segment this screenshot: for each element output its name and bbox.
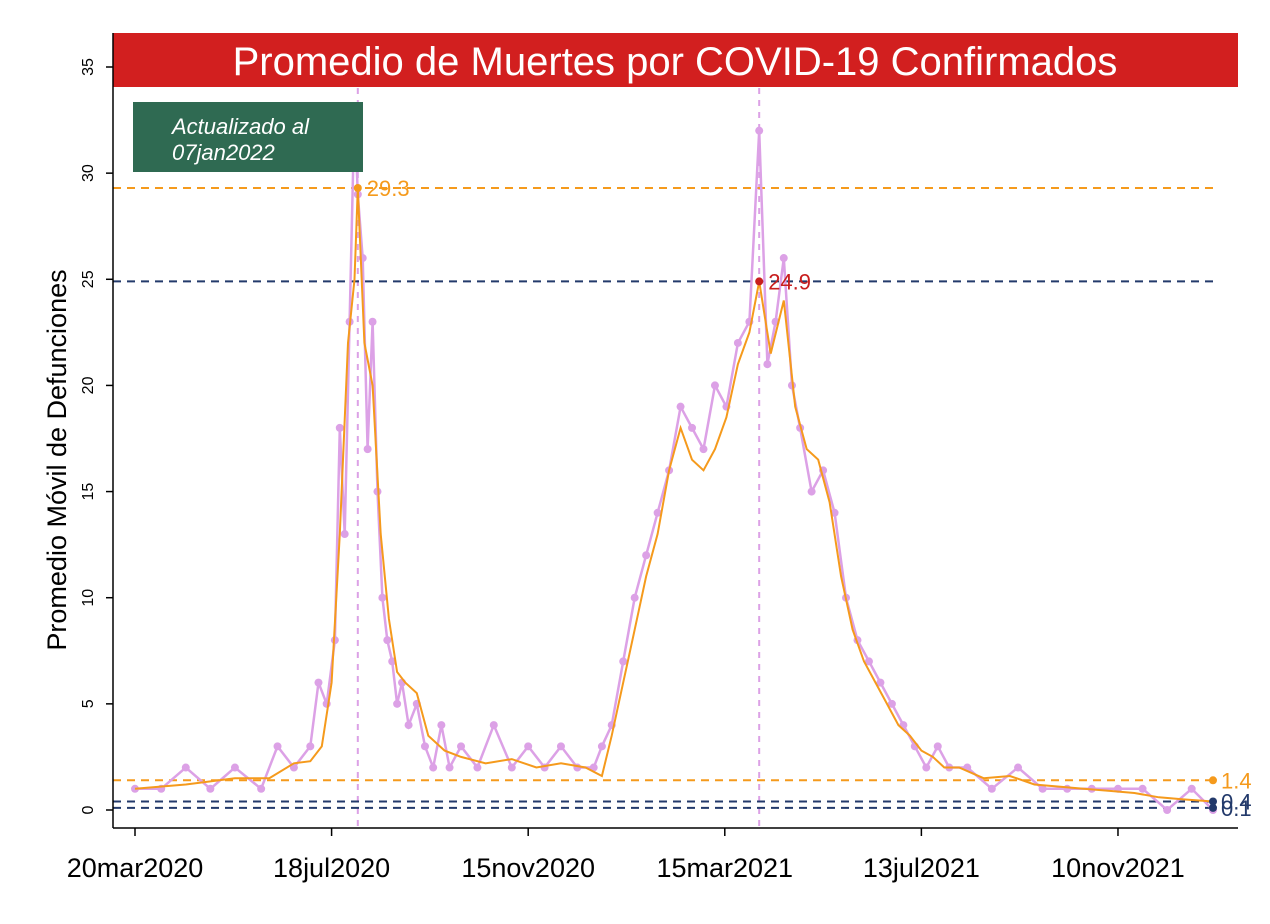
peak-label: 24.9 (768, 269, 811, 294)
y-tick-label: 20 (80, 376, 97, 394)
daily-deaths-point (206, 784, 215, 793)
daily-deaths-point (445, 763, 454, 772)
x-tick-label: 10nov2021 (1051, 853, 1185, 883)
daily-deaths-point (755, 126, 764, 135)
end-value-label: 1.4 (1221, 768, 1252, 793)
daily-deaths-point (1187, 784, 1196, 793)
daily-deaths-point (642, 551, 651, 560)
daily-deaths-point (699, 445, 708, 454)
axis-layer: 0 5 10 15 20 25 30 35 20mar2020 18jul2020 15nov202… (67, 33, 1238, 883)
x-tick-label: 18jul2020 (273, 853, 390, 883)
y-tick-label: 35 (80, 58, 97, 76)
daily-deaths-point (473, 763, 482, 772)
daily-deaths-point (363, 445, 372, 454)
update-note-line1: Actualizado al (170, 114, 310, 139)
title-bar (113, 33, 1238, 87)
daily-deaths-point (876, 678, 885, 687)
daily-deaths-point (589, 763, 598, 772)
daily-deaths-point (507, 763, 516, 772)
x-tick-label: 13jul2021 (863, 853, 980, 883)
daily-deaths-point (306, 742, 315, 751)
daily-deaths-point (763, 360, 772, 369)
daily-deaths-point (887, 699, 896, 708)
peak-marker (755, 277, 764, 286)
daily-deaths-point (807, 487, 816, 496)
update-note-line2: 07jan2022 (172, 140, 275, 165)
y-axis-label: Promedio Móvil de Defunciones (42, 269, 72, 650)
daily-deaths-point (556, 742, 565, 751)
daily-deaths-point (314, 678, 323, 687)
daily-deaths-point (1038, 784, 1047, 793)
end-value-marker (1209, 803, 1217, 812)
x-tick-label: 15mar2021 (656, 853, 793, 883)
daily-deaths-point (335, 423, 344, 432)
daily-deaths-point (1014, 763, 1023, 772)
daily-deaths-point (619, 657, 628, 666)
y-tick-label: 30 (80, 164, 97, 182)
daily-deaths-point (733, 338, 742, 347)
daily-deaths-point (933, 742, 942, 751)
daily-deaths-point (437, 721, 446, 730)
end-value-marker (1209, 797, 1217, 806)
daily-deaths-point (257, 784, 266, 793)
daily-deaths-point (230, 763, 239, 772)
daily-deaths-point (489, 721, 498, 730)
y-tick-label: 10 (80, 589, 97, 607)
end-value-marker (1209, 776, 1217, 785)
daily-deaths-point (404, 721, 413, 730)
daily-deaths-point (864, 657, 873, 666)
plot-layer: 29.3 24.9 1.40.40.1 (113, 88, 1252, 828)
y-tick-label: 0 (80, 805, 97, 814)
x-tick-label: 20mar2020 (67, 853, 204, 883)
daily-deaths-point (273, 742, 282, 751)
daily-deaths-point (710, 381, 719, 390)
daily-deaths-point (676, 402, 685, 411)
daily-deaths-point (779, 254, 788, 263)
daily-deaths-point (688, 423, 697, 432)
daily-deaths-point (457, 742, 466, 751)
daily-deaths-point (524, 742, 533, 751)
daily-deaths-point (378, 593, 387, 602)
end-value-label: 0.1 (1221, 796, 1252, 821)
y-tick-label: 25 (80, 270, 97, 288)
daily-deaths-point (987, 784, 996, 793)
daily-deaths-point (429, 763, 438, 772)
daily-deaths-point (368, 317, 377, 326)
moving-average-line (134, 187, 1214, 803)
daily-deaths-point (420, 742, 429, 751)
peak-label: 29.3 (367, 176, 410, 201)
daily-deaths-point (597, 742, 606, 751)
update-note-box (133, 102, 363, 172)
daily-deaths-point (922, 763, 931, 772)
daily-deaths-point (1063, 784, 1072, 793)
x-tick-label: 15nov2020 (461, 853, 595, 883)
chart-title: Promedio de Muertes por COVID-19 Confirm… (233, 40, 1118, 84)
peak-marker (353, 184, 362, 193)
daily-deaths-point (1163, 806, 1172, 814)
end-value-label: 0.4 (1221, 790, 1252, 815)
daily-deaths-point (181, 763, 190, 772)
y-tick-label: 5 (80, 699, 97, 708)
daily-deaths-point (653, 508, 662, 517)
daily-deaths-point (1138, 784, 1147, 793)
y-tick-label: 15 (80, 483, 97, 501)
daily-deaths-point (393, 699, 402, 708)
daily-deaths-point (340, 530, 349, 539)
daily-deaths-point (383, 636, 392, 645)
daily-deaths-point (630, 593, 639, 602)
